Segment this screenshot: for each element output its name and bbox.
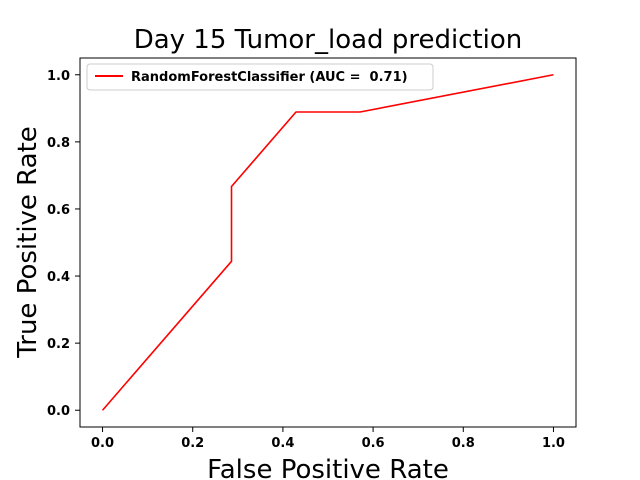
x-tick-label: 0.6	[362, 436, 385, 451]
x-tick-label: 0.8	[452, 436, 475, 451]
plot-area-frame	[79, 57, 577, 428]
x-axis-ticks: 0.0 0.2 0.4 0.6 0.8 1.0	[91, 427, 565, 451]
y-tick-label: 0.6	[47, 203, 70, 218]
x-tick-label: 1.0	[542, 436, 565, 451]
roc-curve-line	[101, 73, 554, 411]
x-tick-label: 0.4	[271, 436, 294, 451]
y-tick-label: 0.2	[47, 337, 70, 352]
legend-label: RandomForestClassifier (AUC = 0.71)	[131, 70, 408, 85]
series-layer	[101, 73, 554, 411]
y-axis-label: True Positive Rate	[13, 126, 43, 359]
x-tick-label: 0.0	[91, 436, 114, 451]
x-tick-label: 0.2	[181, 436, 204, 451]
y-tick-label: 1.0	[47, 69, 70, 84]
y-tick-label: 0.8	[47, 136, 70, 151]
legend: RandomForestClassifier (AUC = 0.71)	[86, 63, 434, 91]
y-tick-label: 0.4	[47, 270, 70, 285]
x-axis-label: False Positive Rate	[207, 455, 449, 480]
legend-box	[86, 63, 434, 91]
y-tick-label: 0.0	[47, 404, 70, 419]
y-axis-ticks: 0.0 0.2 0.4 0.6 0.8 1.0	[47, 69, 80, 419]
chart-title: Day 15 Tumor_load prediction	[134, 25, 523, 55]
